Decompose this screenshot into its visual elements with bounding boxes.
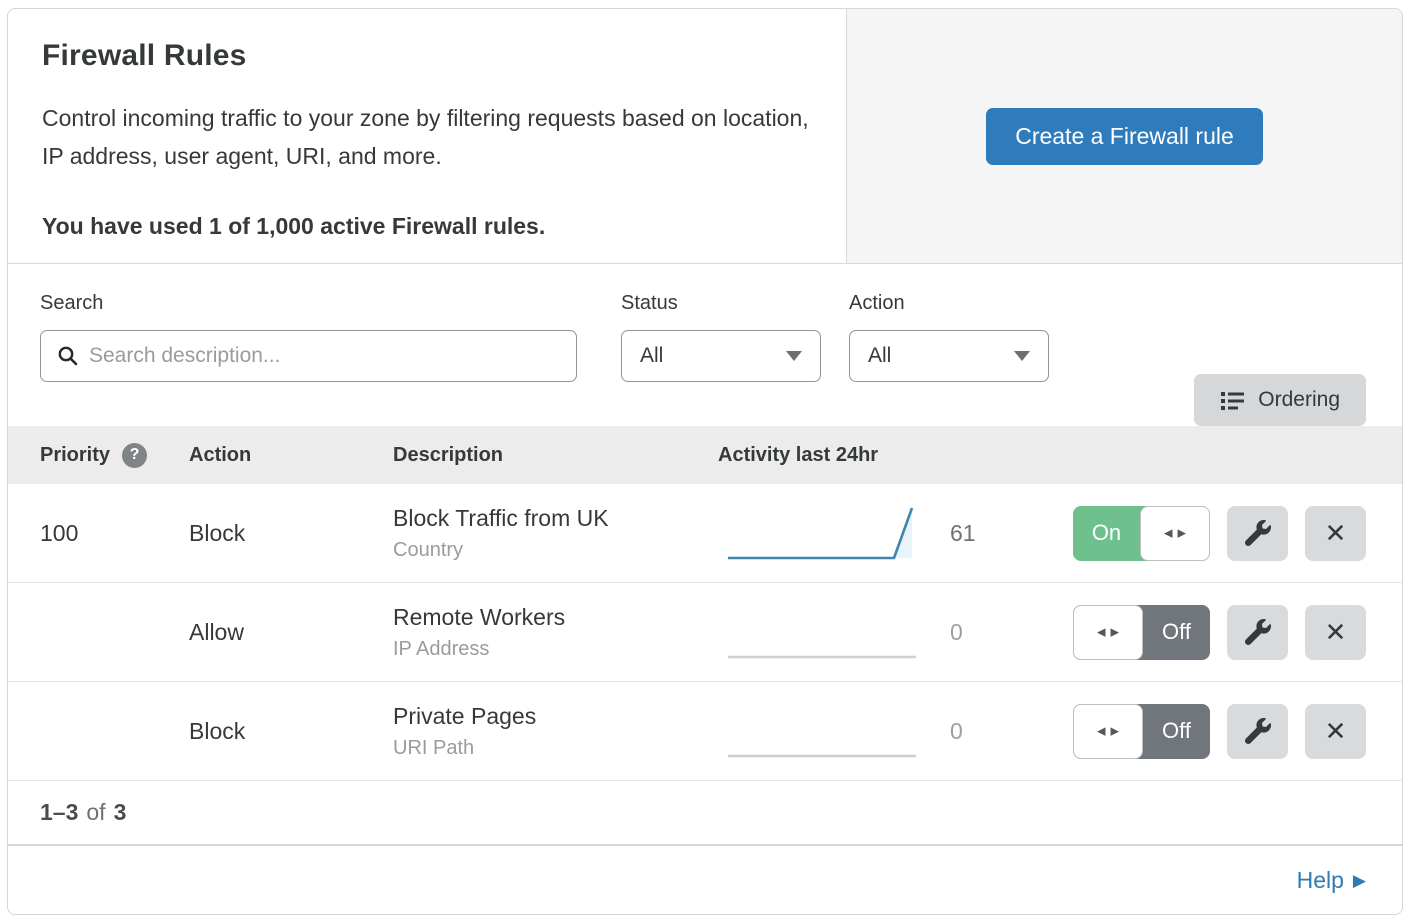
create-firewall-rule-button[interactable]: Create a Firewall rule [986, 107, 1263, 165]
rule-match-type: URI Path [393, 736, 475, 759]
priority-column-header: Priority ? [8, 442, 189, 468]
enable-toggle[interactable]: On ◂▸ Off [1073, 703, 1210, 759]
activity-cell: 0 On ◂▸ Off ✕ [686, 601, 1402, 663]
action-select[interactable]: All [849, 330, 1049, 382]
toggle-handle-icon: ◂ ▸ [1140, 505, 1210, 561]
close-icon: ✕ [1324, 616, 1347, 647]
edit-rule-button[interactable] [1227, 604, 1288, 660]
ordered-list-icon [1220, 388, 1245, 413]
edit-rule-button[interactable] [1227, 703, 1288, 759]
activity-column-header: Activity last 24hr [718, 443, 879, 466]
header-text-panel: Firewall Rules Control incoming traffic … [8, 9, 846, 263]
action-filter-group: Action All [849, 292, 1049, 426]
status-label: Status [621, 292, 678, 314]
header-action-panel: Create a Firewall rule [846, 9, 1402, 263]
rule-description: Private Pages [393, 702, 537, 729]
description-column-header: Description [393, 443, 504, 466]
help-link-label: Help [1296, 867, 1344, 893]
chevron-down-icon [1014, 351, 1030, 361]
description-cell: Private Pages URI Path [393, 703, 686, 760]
ordering-button[interactable]: Ordering [1194, 374, 1366, 426]
table-row: Allow Remote Workers IP Address 0 On ◂▸ … [8, 583, 1402, 682]
enable-toggle[interactable]: On ◂▸ Off [1073, 505, 1210, 561]
priority-help-icon[interactable]: ? [122, 442, 148, 468]
firewall-rules-card: Firewall Rules Control incoming traffic … [7, 8, 1403, 915]
chevron-down-icon [786, 351, 802, 361]
search-box [40, 330, 577, 382]
help-bar: Help ▶ [8, 846, 1402, 914]
action-cell: Allow [189, 618, 244, 645]
activity-count: 0 [950, 717, 963, 744]
rule-match-type: IP Address [393, 637, 490, 660]
table-row: Block Private Pages URI Path 0 On ◂▸ Off [8, 682, 1402, 781]
priority-cell: 100 [40, 519, 79, 546]
action-selected-value: All [868, 344, 892, 367]
activity-count: 61 [950, 519, 976, 546]
pagination-of-label: of [86, 799, 106, 825]
pagination-range: 1–3 [40, 799, 79, 825]
toggle-on-label: On [1091, 520, 1122, 545]
activity-sparkline [718, 502, 918, 564]
activity-cell: 61 On ◂▸ Off ✕ [686, 502, 1402, 564]
rule-description: Block Traffic from UK [393, 504, 609, 531]
pagination-total: 3 [113, 799, 127, 825]
close-icon: ✕ [1324, 517, 1347, 548]
pagination-bar: 1–3 of 3 [8, 781, 1402, 846]
table-body: 100 Block Block Traffic from UK Country … [8, 484, 1402, 781]
activity-count: 0 [950, 618, 963, 645]
search-label: Search [40, 292, 104, 314]
activity-sparkline [718, 700, 918, 762]
activity-sparkline [718, 601, 918, 663]
table-row: 100 Block Block Traffic from UK Country … [8, 484, 1402, 583]
priority-header-label: Priority [40, 443, 111, 466]
action-cell: Block [189, 717, 246, 744]
rule-description: Remote Workers [393, 603, 566, 630]
delete-rule-button[interactable]: ✕ [1305, 505, 1366, 561]
close-icon: ✕ [1324, 715, 1347, 746]
filter-bar: Search Status All Action All [8, 264, 1402, 426]
search-filter-group: Search [40, 292, 577, 426]
action-cell: Block [189, 519, 246, 546]
enable-toggle[interactable]: On ◂▸ Off [1073, 604, 1210, 660]
arrow-right-icon: ▶ [1352, 870, 1366, 890]
page-header: Firewall Rules Control incoming traffic … [8, 9, 1402, 264]
delete-rule-button[interactable]: ✕ [1305, 703, 1366, 759]
delete-rule-button[interactable]: ✕ [1305, 604, 1366, 660]
status-selected-value: All [640, 344, 664, 367]
toggle-handle-icon: ◂ ▸ [1073, 604, 1143, 660]
ordering-button-label: Ordering [1258, 388, 1340, 411]
activity-cell: 0 On ◂▸ Off ✕ [686, 700, 1402, 762]
toggle-off-label: Off [1162, 718, 1191, 743]
table-header-row: Priority ? Action Description Activity l… [8, 426, 1402, 484]
search-icon [57, 345, 79, 367]
toggle-off-label: Off [1162, 619, 1191, 644]
description-cell: Remote Workers IP Address [393, 604, 686, 661]
action-column-header: Action [189, 443, 252, 466]
help-link[interactable]: Help ▶ [1297, 867, 1366, 894]
page-description: Control incoming traffic to your zone by… [42, 105, 809, 169]
status-filter-group: Status All [621, 292, 821, 426]
status-select[interactable]: All [621, 330, 821, 382]
search-input[interactable] [89, 344, 560, 368]
wrench-icon [1244, 619, 1271, 645]
edit-rule-button[interactable] [1227, 505, 1288, 561]
wrench-icon [1244, 520, 1271, 546]
toggle-handle-icon: ◂ ▸ [1073, 703, 1143, 759]
wrench-icon [1244, 718, 1271, 744]
usage-note: You have used 1 of 1,000 active Firewall… [42, 213, 546, 239]
page-title: Firewall Rules [42, 39, 247, 72]
description-cell: Block Traffic from UK Country [393, 505, 686, 562]
rule-match-type: Country [393, 538, 464, 561]
action-label: Action [849, 292, 905, 314]
